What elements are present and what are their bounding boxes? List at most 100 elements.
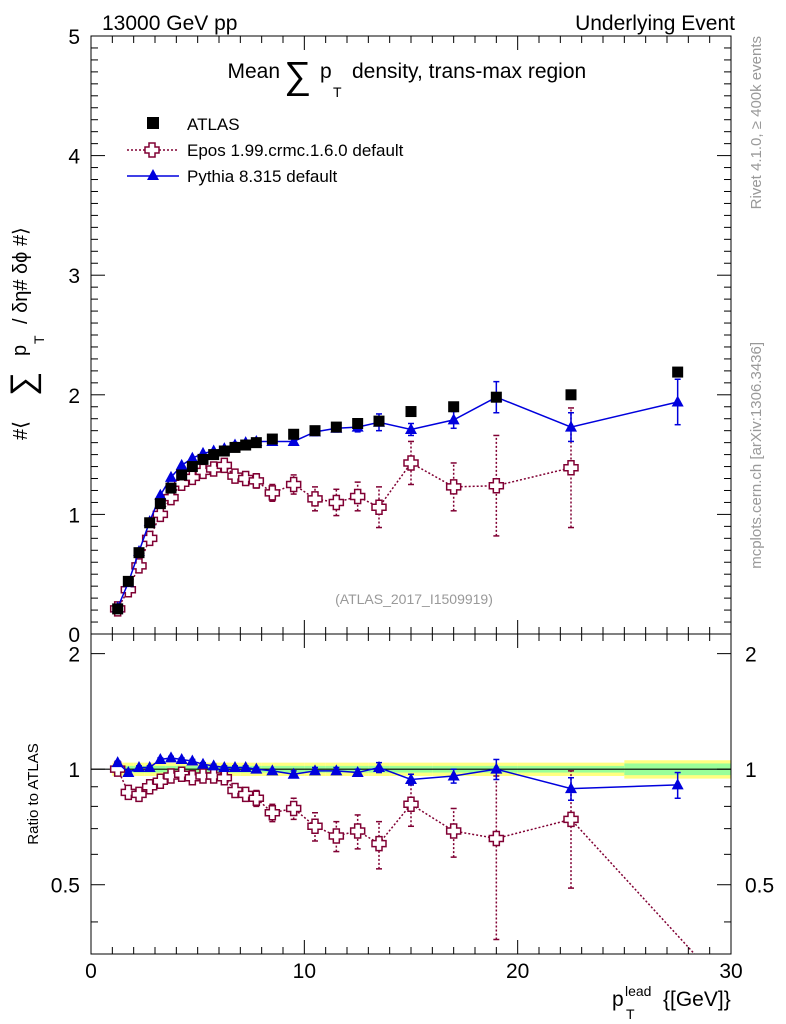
data-point xyxy=(672,366,684,378)
legend-atlas-label: ATLAS xyxy=(187,115,240,134)
ratio-point xyxy=(490,762,503,774)
main-series-layer xyxy=(109,366,684,617)
ratio-ytick-label-right: 0.5 xyxy=(745,875,774,898)
ylabel-sum-icon: ∑ xyxy=(4,372,42,396)
ratio-point xyxy=(111,756,124,768)
data-point xyxy=(264,485,281,501)
ratio-point xyxy=(229,761,241,773)
ratio-xtick-label: 0 xyxy=(85,960,97,983)
data-point xyxy=(309,425,321,437)
data-point xyxy=(112,603,124,615)
main-ytick-label: 4 xyxy=(68,146,80,169)
ratio-point xyxy=(330,764,343,776)
data-point xyxy=(490,391,502,403)
data-point xyxy=(133,547,145,559)
data-point xyxy=(229,441,241,453)
data-point xyxy=(250,437,262,449)
ratio-point xyxy=(133,761,145,773)
ratio-point xyxy=(122,766,135,778)
ratio-point xyxy=(218,761,231,773)
legend-epos-marker xyxy=(144,142,160,158)
ratio-point xyxy=(264,805,281,821)
mcplots-label: mcplots.cern.ch [arXiv:1306.3436] xyxy=(748,342,765,569)
ratio-ytick-label-left: 2 xyxy=(68,644,80,667)
data-point xyxy=(227,468,243,484)
data-point xyxy=(328,494,345,511)
data-point xyxy=(565,420,577,432)
ratio-point xyxy=(120,784,137,801)
ratio-ytick-label-right: 1 xyxy=(745,759,757,782)
ratio-xtick-label: 30 xyxy=(719,960,742,983)
ratio-point xyxy=(250,762,263,774)
legend-pythia-marker xyxy=(147,169,159,180)
ratio-point xyxy=(239,761,252,773)
ratio-point xyxy=(371,835,387,852)
data-point xyxy=(403,455,419,471)
series-atlas xyxy=(112,366,684,615)
ratio-line xyxy=(116,768,696,954)
ratio-plot: 0 10 20 30 0.5 0.5 1 1 2 2 Ratio to ATLAS p lead … xyxy=(25,633,774,1022)
data-point xyxy=(144,517,156,529)
data-point xyxy=(371,499,387,515)
title-prefix: Mean xyxy=(227,60,280,83)
data-point xyxy=(154,498,166,510)
ratio-series-pythia xyxy=(111,751,684,801)
ratio-point xyxy=(154,752,167,764)
ratio-point xyxy=(205,768,222,784)
legend-pythia-label: Pythia 8.315 default xyxy=(187,167,338,186)
ratio-point xyxy=(671,778,684,790)
ratio-ylabel: Ratio to ATLAS xyxy=(25,743,42,844)
ratio-point xyxy=(328,828,345,844)
ylabel-p: p xyxy=(9,345,31,356)
ylabel-post: / δη# δϕ #⟩ xyxy=(10,227,32,324)
ratio-point xyxy=(563,811,579,828)
ratio-point xyxy=(447,769,460,781)
data-point xyxy=(197,453,209,465)
ratio-point xyxy=(373,761,385,773)
ratio-point xyxy=(248,790,265,806)
xlabel-p: p xyxy=(612,988,624,1011)
title-sum-icon: ∑ xyxy=(284,55,311,97)
ratio-point xyxy=(309,764,321,776)
data-point xyxy=(176,469,188,481)
ratio-point xyxy=(351,766,364,778)
ratio-point xyxy=(445,823,462,839)
ratio-point xyxy=(143,761,156,773)
data-point xyxy=(405,422,417,434)
data-point xyxy=(671,395,684,407)
data-point xyxy=(122,575,134,587)
analysis-watermark: (ATLAS_2017_I1509919) xyxy=(335,591,493,607)
ratio-axis-ticks xyxy=(90,634,732,954)
data-point xyxy=(163,489,179,506)
data-point xyxy=(165,470,177,482)
title-suffix: density, trans-max region xyxy=(352,60,586,83)
data-point xyxy=(186,461,198,473)
data-point xyxy=(563,460,579,476)
data-point xyxy=(287,434,300,446)
xlabel: p lead T {[GeV]} xyxy=(612,983,731,1022)
ratio-xtick-label: 10 xyxy=(293,960,316,983)
main-ytick-labels: 0 1 2 3 4 5 xyxy=(68,26,80,647)
ratio-xtick-label: 20 xyxy=(506,960,529,983)
data-point xyxy=(373,415,385,427)
series-epos xyxy=(109,407,579,617)
main-ytick-zero: 0 xyxy=(68,624,80,647)
data-point xyxy=(445,479,462,495)
xlabel-unit: {[GeV]} xyxy=(663,988,731,1011)
series-pythia xyxy=(111,378,684,613)
legend-atlas-marker xyxy=(147,117,159,129)
series-line xyxy=(116,396,678,608)
data-point xyxy=(131,558,147,574)
ratio-series-layer xyxy=(109,751,696,954)
data-point xyxy=(285,476,302,493)
ratio-ytick-label-right: 2 xyxy=(745,644,757,667)
ratio-point xyxy=(307,818,323,835)
header-right: Underlying Event xyxy=(575,12,735,35)
ratio-point xyxy=(405,772,417,784)
data-point xyxy=(186,451,199,463)
data-point xyxy=(208,449,220,461)
data-point xyxy=(447,413,460,425)
data-point xyxy=(266,433,278,445)
data-point xyxy=(154,488,167,500)
